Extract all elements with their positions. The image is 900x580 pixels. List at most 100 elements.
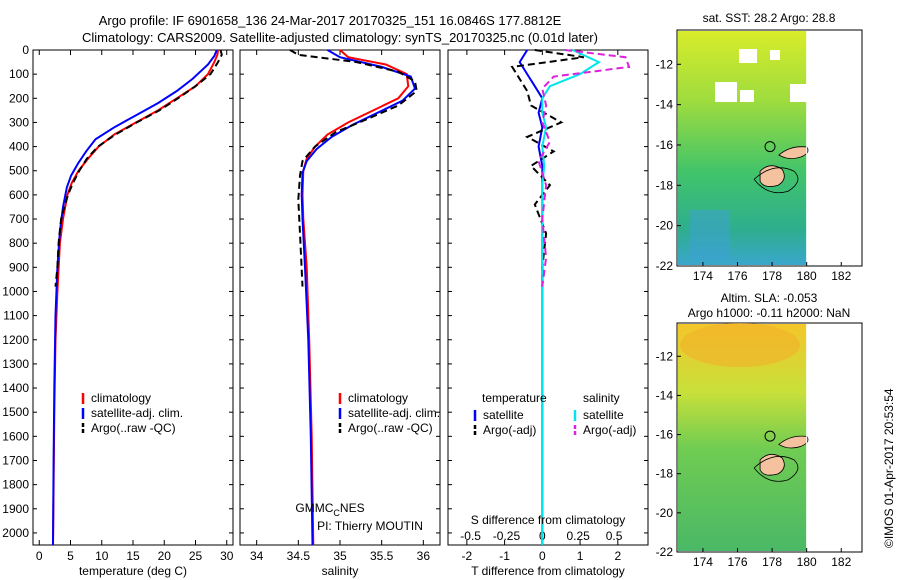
s-tick-label: -0.5: [460, 529, 481, 543]
x-tick-label: 35.5: [370, 549, 394, 563]
y-tick-label: 1200: [2, 333, 29, 347]
map-x-tick-label: 176: [727, 555, 747, 569]
cloud-gap: [715, 82, 737, 102]
x-tick-label: 35: [333, 549, 347, 563]
temperature-series: [52, 49, 223, 546]
cloud-gap: [770, 50, 780, 60]
credit-sub: C: [333, 508, 340, 518]
legend-heading: temperature: [482, 391, 547, 405]
temperature-panel: 0 5 10 15 20 25 30 0 100 200 300 400 500 600 700 800 90…: [2, 43, 233, 578]
imos-stamp: ©IMOS 01-Apr-2017 20:53:54: [882, 388, 896, 548]
map-y-tick-label: -12: [656, 57, 674, 71]
difference-panel: -2 -1 0 1 2 -0.5 -0.25 0 0.25 0.5 T difference f…: [447, 49, 649, 578]
x-tick-label: 25: [189, 549, 203, 563]
salinity-panel: 34 34.5 35 35.5 36 salinity climatologysatel…: [239, 49, 441, 578]
sst-map-title: sat. SST: 28.2 Argo: 28.8: [703, 11, 836, 25]
s-tick-label: 0.5: [606, 529, 623, 543]
difference-axes-frame: [447, 49, 649, 546]
temperature-xlabel: temperature (deg C): [79, 564, 187, 578]
y-tick-label: 1700: [2, 453, 29, 467]
high-sla-patch: [680, 323, 800, 367]
x-tick-label: 30: [220, 549, 234, 563]
map-x-tick-label: 174: [693, 555, 713, 569]
map-x-tick-label: 174: [693, 269, 713, 283]
map-y-tick-label: -14: [656, 98, 674, 112]
series-line-satellite: [541, 49, 601, 545]
y-tick-label: 500: [9, 164, 29, 178]
map-x-tick-label: 182: [831, 269, 851, 283]
sla-map-title-line2: Argo h1000: -0.11 h2000: NaN: [688, 306, 851, 320]
sst-map-field: [678, 31, 810, 265]
x-tick-label: 10: [95, 549, 109, 563]
series-line-argorawqc: [54, 49, 223, 287]
legend-label: Argo(..raw -QC): [91, 421, 176, 435]
difference-x-ticks: -2 -1 0 1 2: [448, 49, 648, 563]
credit-line1: GMMCCNES: [295, 501, 364, 518]
contour-line: [753, 455, 799, 482]
map-y-tick-label: -12: [656, 349, 674, 363]
y-tick-label: 200: [9, 91, 29, 105]
temperature-x-ticks: 0 5 10 15 20 25 30: [33, 49, 234, 563]
salinity-xlabel: salinity: [322, 564, 359, 578]
x-tick-label: 36: [417, 549, 431, 563]
series-line-satelliteadjclim: [300, 49, 417, 546]
map-x-tick-label: 180: [797, 269, 817, 283]
y-tick-label: 700: [9, 212, 29, 226]
map-x-tick-label: 178: [762, 555, 782, 569]
salinity-series: [289, 49, 418, 546]
map-y-tick-label: -16: [656, 428, 674, 442]
legend-label: climatology: [91, 391, 151, 405]
legend-label: climatology: [348, 391, 408, 405]
x-tick-label: 1: [577, 549, 584, 563]
argo-location-marker: [764, 430, 776, 442]
island-vanua-levu: [778, 435, 809, 449]
x-tick-label: 34.5: [287, 549, 311, 563]
legend-label: Argo(-adj): [583, 423, 636, 437]
sst-map-panel: sat. SST: 28.2 Argo: 28.8 174 176 178 180 18…: [656, 11, 863, 283]
argo-location-marker: [764, 141, 776, 153]
difference-legend: temperaturesatelliteArgo(-adj)salinitysa…: [473, 391, 636, 437]
y-tick-label: 1600: [2, 429, 29, 443]
map-y-tick-label: -22: [656, 259, 674, 273]
y-tick-label: 1300: [2, 357, 29, 371]
map-y-tick-label: -20: [656, 219, 674, 233]
map-x-tick-label: 182: [831, 555, 851, 569]
sst-map-ticks: 174 176 178 180 182 -12 -14 -16 -18 -20 -22: [656, 57, 852, 283]
y-tick-label: 600: [9, 188, 29, 202]
y-tick-label: 1800: [2, 478, 29, 492]
series-line-climatology: [301, 49, 410, 546]
sla-map-field: [678, 323, 809, 551]
y-tick-label: 1500: [2, 405, 29, 419]
y-tick-label: 1900: [2, 502, 29, 516]
y-tick-label: 0: [22, 43, 29, 57]
s-tick-label: 0.25: [567, 529, 591, 543]
x-tick-label: 5: [67, 549, 74, 563]
x-tick-label: 20: [158, 549, 172, 563]
series-line-argoadj: [537, 49, 631, 287]
legend-label: satellite: [483, 408, 524, 422]
legend-label: satellite-adj. clim.: [91, 406, 183, 420]
legend-heading: salinity: [583, 391, 620, 405]
map-x-tick-label: 178: [762, 269, 782, 283]
y-tick-label: 900: [9, 260, 29, 274]
legend-label: Argo(-adj): [483, 423, 536, 437]
contour-line: [753, 167, 799, 194]
map-y-tick-label: -22: [656, 545, 674, 559]
salinity-axes-frame: [239, 49, 441, 546]
cloud-gap: [740, 90, 754, 102]
sla-map-panel: Altim. SLA: -0.053 Argo h1000: -0.11 h20…: [656, 291, 863, 569]
y-tick-label: 800: [9, 236, 29, 250]
cool-patch: [690, 210, 730, 260]
x-tick-label: 15: [126, 549, 140, 563]
figure-title-line1: Argo profile: IF 6901658_136 24-Mar-2017…: [99, 13, 562, 28]
legend-label: Argo(..raw -QC): [348, 421, 433, 435]
sla-map-ticks: 174 176 178 180 182 -12 -14 -16 -18 -20 -22: [656, 349, 852, 569]
series-line-argorawqc: [289, 49, 418, 287]
series-line-satelliteadjclim: [52, 49, 218, 546]
cloud-gap: [739, 49, 757, 63]
legend-label: satellite-adj. clim.: [348, 406, 440, 420]
x-tick-label: -2: [462, 549, 473, 563]
